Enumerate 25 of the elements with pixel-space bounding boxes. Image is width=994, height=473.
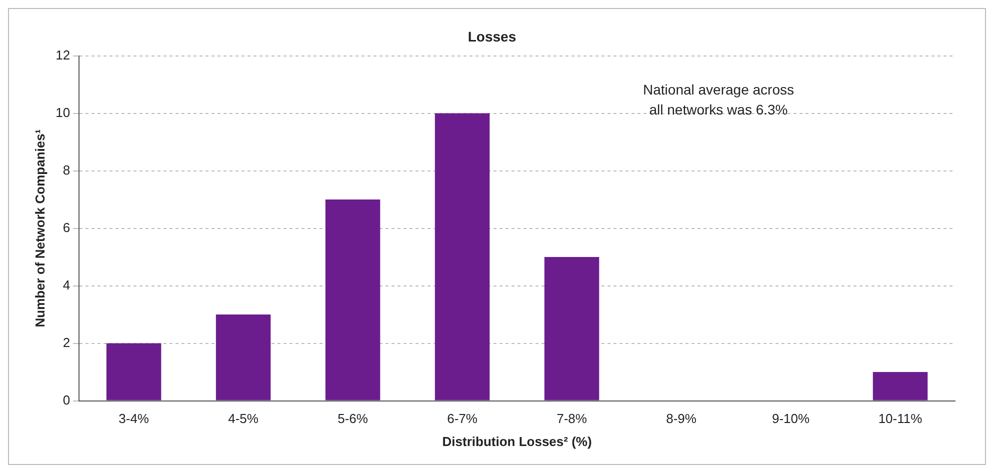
bar [325, 200, 380, 400]
y-tick-label: 0 [62, 392, 70, 408]
x-tick-label: 8-9% [666, 411, 697, 426]
x-tick-label: 3-4% [118, 411, 150, 426]
bar [544, 257, 600, 400]
y-tick-label: 2 [62, 334, 70, 350]
x-tick-label: 7-8% [556, 411, 588, 426]
y-tick-label: 8 [62, 162, 70, 178]
x-tick-label: 10-11% [878, 411, 923, 426]
chart-title: Losses [468, 28, 516, 44]
x-tick-label: 5-6% [338, 411, 368, 426]
x-tick-label: 4-5% [228, 411, 259, 426]
y-tick-label: 10 [56, 104, 70, 120]
x-axis-title: Distribution Losses² (%) [442, 434, 592, 449]
bar [434, 113, 490, 400]
x-tick-label: 9-10% [772, 411, 810, 426]
y-tick-label: 12 [56, 47, 70, 62]
x-tick-label: 6-7% [447, 411, 478, 426]
bar [106, 343, 162, 400]
y-tick-label: 4 [62, 277, 70, 292]
y-axis-title: Number of Network Companies¹ [32, 129, 48, 328]
bar [872, 372, 928, 400]
y-tick-label: 6 [62, 220, 70, 235]
annotation: National average across all networks was 6.3% [643, 82, 794, 118]
bar [216, 314, 271, 400]
